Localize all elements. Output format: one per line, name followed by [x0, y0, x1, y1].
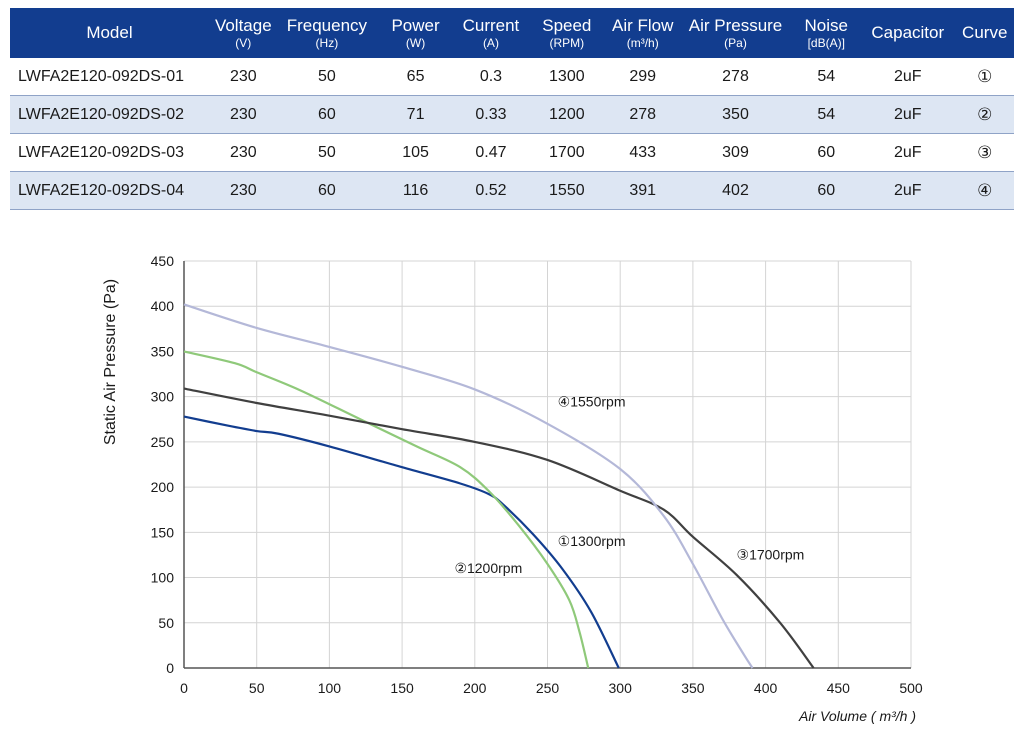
- cell-noise: 60: [792, 171, 861, 210]
- series-line-1: [183, 415, 620, 669]
- col-header-air-pressure: Air Pressure (Pa): [678, 8, 793, 58]
- x-tick-label: 100: [318, 680, 342, 696]
- curve-annotation: ③1700rpm: [737, 546, 805, 562]
- y-tick-label: 0: [166, 660, 174, 676]
- y-tick-label: 200: [151, 479, 175, 495]
- x-tick-label: 400: [754, 680, 778, 696]
- cell-capacitor: 2uF: [860, 95, 956, 134]
- table-row: LWFA2E120-092DS-01 230 50 65 0.3 1300 29…: [10, 58, 1014, 96]
- cell-air-flow: 391: [606, 171, 679, 210]
- cell-current: 0.47: [455, 133, 527, 172]
- cell-air-pressure: 309: [678, 133, 793, 172]
- cell-air-flow: 299: [606, 58, 679, 96]
- cell-curve: ②: [955, 95, 1014, 134]
- x-tick-label: 200: [463, 680, 487, 696]
- cell-current: 0.3: [455, 58, 527, 96]
- cell-speed: 1300: [526, 58, 607, 96]
- chart-grid: [183, 260, 912, 669]
- col-header-capacitor: Capacitor: [860, 8, 956, 58]
- x-tick-label: 50: [249, 680, 265, 696]
- curve-annotation: ④1550rpm: [558, 394, 626, 410]
- spec-table: Model Voltage (V) Frequency (Hz) Power (W) …: [10, 8, 1014, 210]
- performance-curve-chart: 0 50 100 150 200 250 300 350 400 450 500 0 50 100 150 2…: [102, 253, 923, 724]
- cell-capacitor: 2uF: [860, 171, 956, 210]
- cell-frequency: 60: [277, 95, 377, 134]
- chart-curves: [183, 303, 815, 669]
- series-line-2: [183, 350, 590, 669]
- table-row: LWFA2E120-092DS-04 230 60 116 0.52 1550 …: [10, 171, 1014, 210]
- col-header-frequency: Frequency (Hz): [277, 8, 377, 58]
- x-tick-label: 150: [390, 680, 414, 696]
- col-header-model: Model: [10, 8, 209, 58]
- cell-speed: 1200: [526, 95, 607, 134]
- cell-capacitor: 2uF: [860, 133, 956, 172]
- cell-frequency: 50: [277, 133, 377, 172]
- y-tick-label: 400: [151, 298, 175, 314]
- cell-power: 65: [376, 58, 456, 96]
- y-tick-label: 450: [151, 253, 175, 269]
- cell-curve: ①: [955, 58, 1014, 96]
- y-tick-label: 100: [151, 570, 175, 586]
- cell-noise: 60: [792, 133, 861, 172]
- table-row: LWFA2E120-092DS-03 230 50 105 0.47 1700 …: [10, 133, 1014, 172]
- x-tick-label: 250: [536, 680, 560, 696]
- cell-speed: 1700: [526, 133, 607, 172]
- col-header-air-flow: Air Flow (m³/h): [606, 8, 679, 58]
- series-line-4: [183, 303, 754, 669]
- y-tick-label: 350: [151, 343, 175, 359]
- y-tick-label: 50: [158, 615, 174, 631]
- cell-power: 105: [376, 133, 456, 172]
- cell-model: LWFA2E120-092DS-03: [10, 133, 209, 172]
- col-header-noise: Noise [dB(A)]: [792, 8, 861, 58]
- cell-power: 116: [376, 171, 456, 210]
- series-line-3: [183, 387, 815, 669]
- cell-air-flow: 433: [606, 133, 679, 172]
- cell-frequency: 60: [277, 171, 377, 210]
- cell-curve: ③: [955, 133, 1014, 172]
- cell-air-pressure: 402: [678, 171, 793, 210]
- col-header-speed: Speed (RPM): [526, 8, 607, 58]
- cell-model: LWFA2E120-092DS-01: [10, 58, 209, 96]
- cell-curve: ④: [955, 171, 1014, 210]
- x-tick-label: 500: [899, 680, 923, 696]
- cell-air-pressure: 350: [678, 95, 793, 134]
- cell-noise: 54: [792, 58, 861, 96]
- cell-power: 71: [376, 95, 456, 134]
- x-axis-label: Air Volume ( m³/h ): [798, 708, 916, 724]
- x-tick-label: 300: [609, 680, 633, 696]
- cell-noise: 54: [792, 95, 861, 134]
- col-header-curve: Curve: [955, 8, 1014, 58]
- cell-speed: 1550: [526, 171, 607, 210]
- x-tick-label: 350: [681, 680, 705, 696]
- chart-ticks: 0 50 100 150 200 250 300 350 400 450 500 0 50 100 150 2…: [151, 253, 923, 696]
- y-axis-label: Static Air Pressure (Pa): [102, 279, 119, 445]
- header-row: Model Voltage (V) Frequency (Hz) Power (W) …: [10, 8, 1014, 58]
- y-tick-label: 250: [151, 434, 175, 450]
- col-header-voltage: Voltage (V): [208, 8, 278, 58]
- cell-frequency: 50: [277, 58, 377, 96]
- cell-voltage: 230: [208, 58, 278, 96]
- cell-air-flow: 278: [606, 95, 679, 134]
- curve-annotation: ②1200rpm: [454, 560, 522, 576]
- x-tick-label: 450: [827, 680, 851, 696]
- y-tick-label: 300: [151, 389, 175, 405]
- cell-voltage: 230: [208, 95, 278, 134]
- cell-voltage: 230: [208, 171, 278, 210]
- curve-annotation: ①1300rpm: [558, 533, 626, 549]
- chart-annotations: ④1550rpm ①1300rpm ②1200rpm ③1700rpm: [454, 394, 804, 576]
- cell-current: 0.33: [455, 95, 527, 134]
- cell-air-pressure: 278: [678, 58, 793, 96]
- cell-capacitor: 2uF: [860, 58, 956, 96]
- x-tick-label: 0: [180, 680, 188, 696]
- cell-voltage: 230: [208, 133, 278, 172]
- col-header-current: Current (A): [455, 8, 527, 58]
- cell-model: LWFA2E120-092DS-04: [10, 171, 209, 210]
- y-tick-label: 150: [151, 524, 175, 540]
- cell-current: 0.52: [455, 171, 527, 210]
- col-header-power: Power (W): [376, 8, 456, 58]
- cell-model: LWFA2E120-092DS-02: [10, 95, 209, 134]
- table-row: LWFA2E120-092DS-02 230 60 71 0.33 1200 2…: [10, 95, 1014, 134]
